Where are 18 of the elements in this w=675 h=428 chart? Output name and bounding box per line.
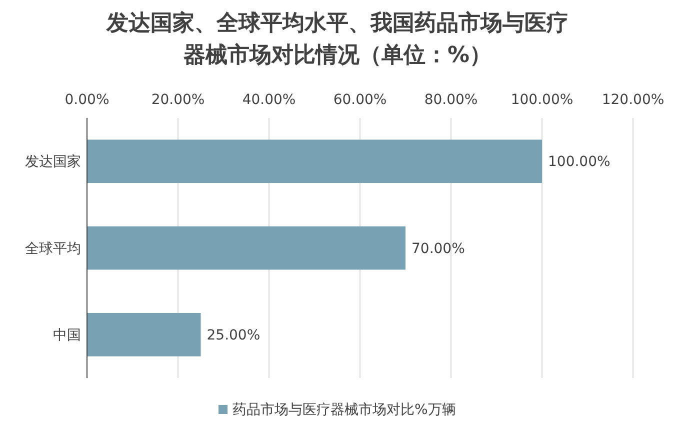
x-tick-label: 100.00% [510,92,574,108]
data-label: 70.00% [412,240,465,257]
x-tick-label: 40.00% [242,92,296,108]
bar [87,140,542,183]
x-tick-label: 120.00% [602,92,664,108]
data-label: 25.00% [206,328,260,344]
x-tick-label: 60.00% [333,92,387,108]
y-tick-label: 全球平均 [25,240,81,257]
data-label: 100.00% [548,154,610,170]
bar [87,226,406,270]
x-tick-label: 0.00% [64,92,110,108]
x-tick-label: 80.00% [424,92,478,108]
y-tick-label: 发达国家 [25,154,81,170]
y-tick-label: 中国 [53,328,81,344]
x-tick-label: 20.00% [151,92,205,108]
legend-label: 药品市场与医疗器械市场对比%万辆 [232,402,456,418]
bar [87,313,201,356]
chart-title: 发达国家、全球平均水平、我国药品市场与医疗器械市场对比情况（单位：%） [106,10,568,68]
